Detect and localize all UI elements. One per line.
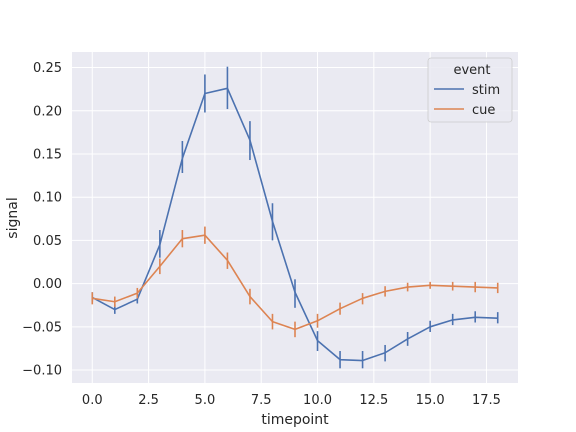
y-axis-label: signal [5, 197, 21, 238]
y-tick-label: 0.10 [33, 191, 62, 206]
x-tick-label: 17.5 [472, 393, 501, 408]
y-tick-label: 0.05 [33, 234, 62, 249]
legend: event stim cue [427, 57, 513, 123]
x-axis: 0.0 2.5 5.0 7.5 10.0 12.5 15.0 17.5 [82, 393, 501, 408]
x-tick-label: 0.0 [82, 393, 103, 408]
legend-box [427, 57, 513, 123]
y-tick-label: −0.05 [22, 320, 62, 335]
legend-label-stim: stim [472, 83, 500, 98]
x-axis-label: timepoint [261, 412, 329, 428]
y-tick-label: 0.25 [33, 61, 62, 76]
x-tick-label: 15.0 [416, 393, 445, 408]
y-tick-label: −0.10 [22, 364, 62, 379]
legend-title: event [453, 63, 490, 78]
x-tick-label: 10.0 [303, 393, 332, 408]
series-layer [91, 66, 499, 369]
legend-label-cue: cue [472, 103, 495, 118]
y-tick-label: 0.00 [33, 277, 62, 292]
x-tick-label: 7.5 [251, 393, 272, 408]
y-axis: −0.10 −0.05 0.00 0.05 0.10 0.15 0.20 0.25 [22, 61, 62, 378]
y-tick-label: 0.15 [33, 147, 62, 162]
y-tick-label: 0.20 [33, 104, 62, 119]
x-tick-label: 12.5 [359, 393, 388, 408]
x-tick-label: 5.0 [195, 393, 216, 408]
x-tick-label: 2.5 [138, 393, 159, 408]
